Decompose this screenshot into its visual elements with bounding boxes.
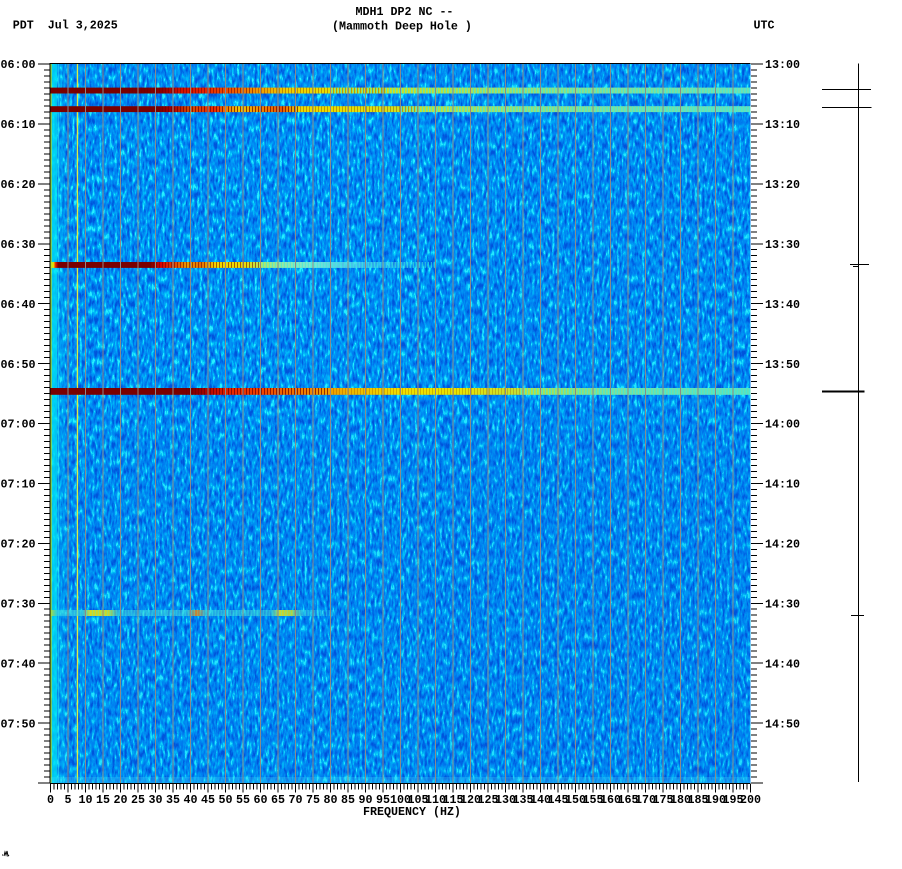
svg-text:200: 200 <box>740 793 761 807</box>
svg-text:180: 180 <box>670 793 691 807</box>
svg-text:20: 20 <box>114 793 128 807</box>
svg-text:25: 25 <box>131 793 145 807</box>
svg-text:FREQUENCY (HZ): FREQUENCY (HZ) <box>363 805 461 819</box>
svg-text:195: 195 <box>723 793 744 807</box>
svg-text:100: 100 <box>390 793 411 807</box>
svg-text:130: 130 <box>495 793 516 807</box>
svg-text:06:00: 06:00 <box>1 58 36 72</box>
svg-text:06:20: 06:20 <box>1 178 36 192</box>
svg-text:13:40: 13:40 <box>765 298 800 312</box>
svg-text:175: 175 <box>653 793 674 807</box>
svg-text:65: 65 <box>271 793 285 807</box>
svg-text:110: 110 <box>425 793 446 807</box>
svg-text:85: 85 <box>341 793 355 807</box>
svg-text:14:30: 14:30 <box>765 597 800 611</box>
svg-text:UTC: UTC <box>754 19 775 33</box>
svg-text:07:20: 07:20 <box>1 538 36 552</box>
svg-text:150: 150 <box>565 793 586 807</box>
svg-text:105: 105 <box>408 793 429 807</box>
svg-text:95: 95 <box>376 793 390 807</box>
svg-text:10: 10 <box>79 793 93 807</box>
svg-text:07:50: 07:50 <box>1 717 36 731</box>
svg-text:13:10: 13:10 <box>765 118 800 132</box>
svg-text:145: 145 <box>548 793 569 807</box>
svg-text:120: 120 <box>460 793 481 807</box>
svg-text:70: 70 <box>289 793 303 807</box>
svg-text:07:40: 07:40 <box>1 657 36 671</box>
svg-text:13:30: 13:30 <box>765 238 800 252</box>
svg-text:80: 80 <box>324 793 338 807</box>
svg-text:14:40: 14:40 <box>765 657 800 671</box>
svg-text:115: 115 <box>443 793 464 807</box>
svg-text:30: 30 <box>149 793 163 807</box>
svg-text:160: 160 <box>600 793 621 807</box>
svg-text:14:50: 14:50 <box>765 717 800 731</box>
svg-text:13:50: 13:50 <box>765 358 800 372</box>
svg-text:07:30: 07:30 <box>1 597 36 611</box>
svg-text:125: 125 <box>478 793 499 807</box>
svg-text:14:10: 14:10 <box>765 478 800 492</box>
svg-text:55: 55 <box>236 793 250 807</box>
svg-text:14:00: 14:00 <box>765 418 800 432</box>
svg-text:06:10: 06:10 <box>1 118 36 132</box>
svg-text:170: 170 <box>635 793 656 807</box>
svg-text:06:30: 06:30 <box>1 238 36 252</box>
svg-text:06:40: 06:40 <box>1 298 36 312</box>
svg-text:15: 15 <box>96 793 110 807</box>
svg-text:06:50: 06:50 <box>1 358 36 372</box>
svg-text:185: 185 <box>688 793 709 807</box>
svg-text:45: 45 <box>201 793 215 807</box>
svg-text:35: 35 <box>166 793 180 807</box>
svg-text:0: 0 <box>47 793 54 807</box>
svg-text:5: 5 <box>65 793 72 807</box>
svg-text:13:00: 13:00 <box>765 58 800 72</box>
svg-text:07:10: 07:10 <box>1 478 36 492</box>
svg-text:90: 90 <box>359 793 373 807</box>
svg-text:14:20: 14:20 <box>765 538 800 552</box>
svg-text:07:00: 07:00 <box>1 418 36 432</box>
svg-text:140: 140 <box>530 793 551 807</box>
svg-text:MDH1 DP2 NC --: MDH1 DP2 NC -- <box>356 5 454 19</box>
svg-text:40: 40 <box>184 793 198 807</box>
svg-text:(Mammoth Deep Hole ): (Mammoth Deep Hole ) <box>332 20 472 34</box>
svg-text:PDT Jul 3,2025: PDT Jul 3,2025 <box>13 19 118 33</box>
svg-text:60: 60 <box>254 793 268 807</box>
svg-text:155: 155 <box>583 793 604 807</box>
svg-text:13:20: 13:20 <box>765 178 800 192</box>
svg-text:165: 165 <box>618 793 639 807</box>
svg-text:50: 50 <box>219 793 233 807</box>
svg-text:75: 75 <box>306 793 320 807</box>
svg-text:135: 135 <box>513 793 534 807</box>
svg-text:190: 190 <box>705 793 726 807</box>
